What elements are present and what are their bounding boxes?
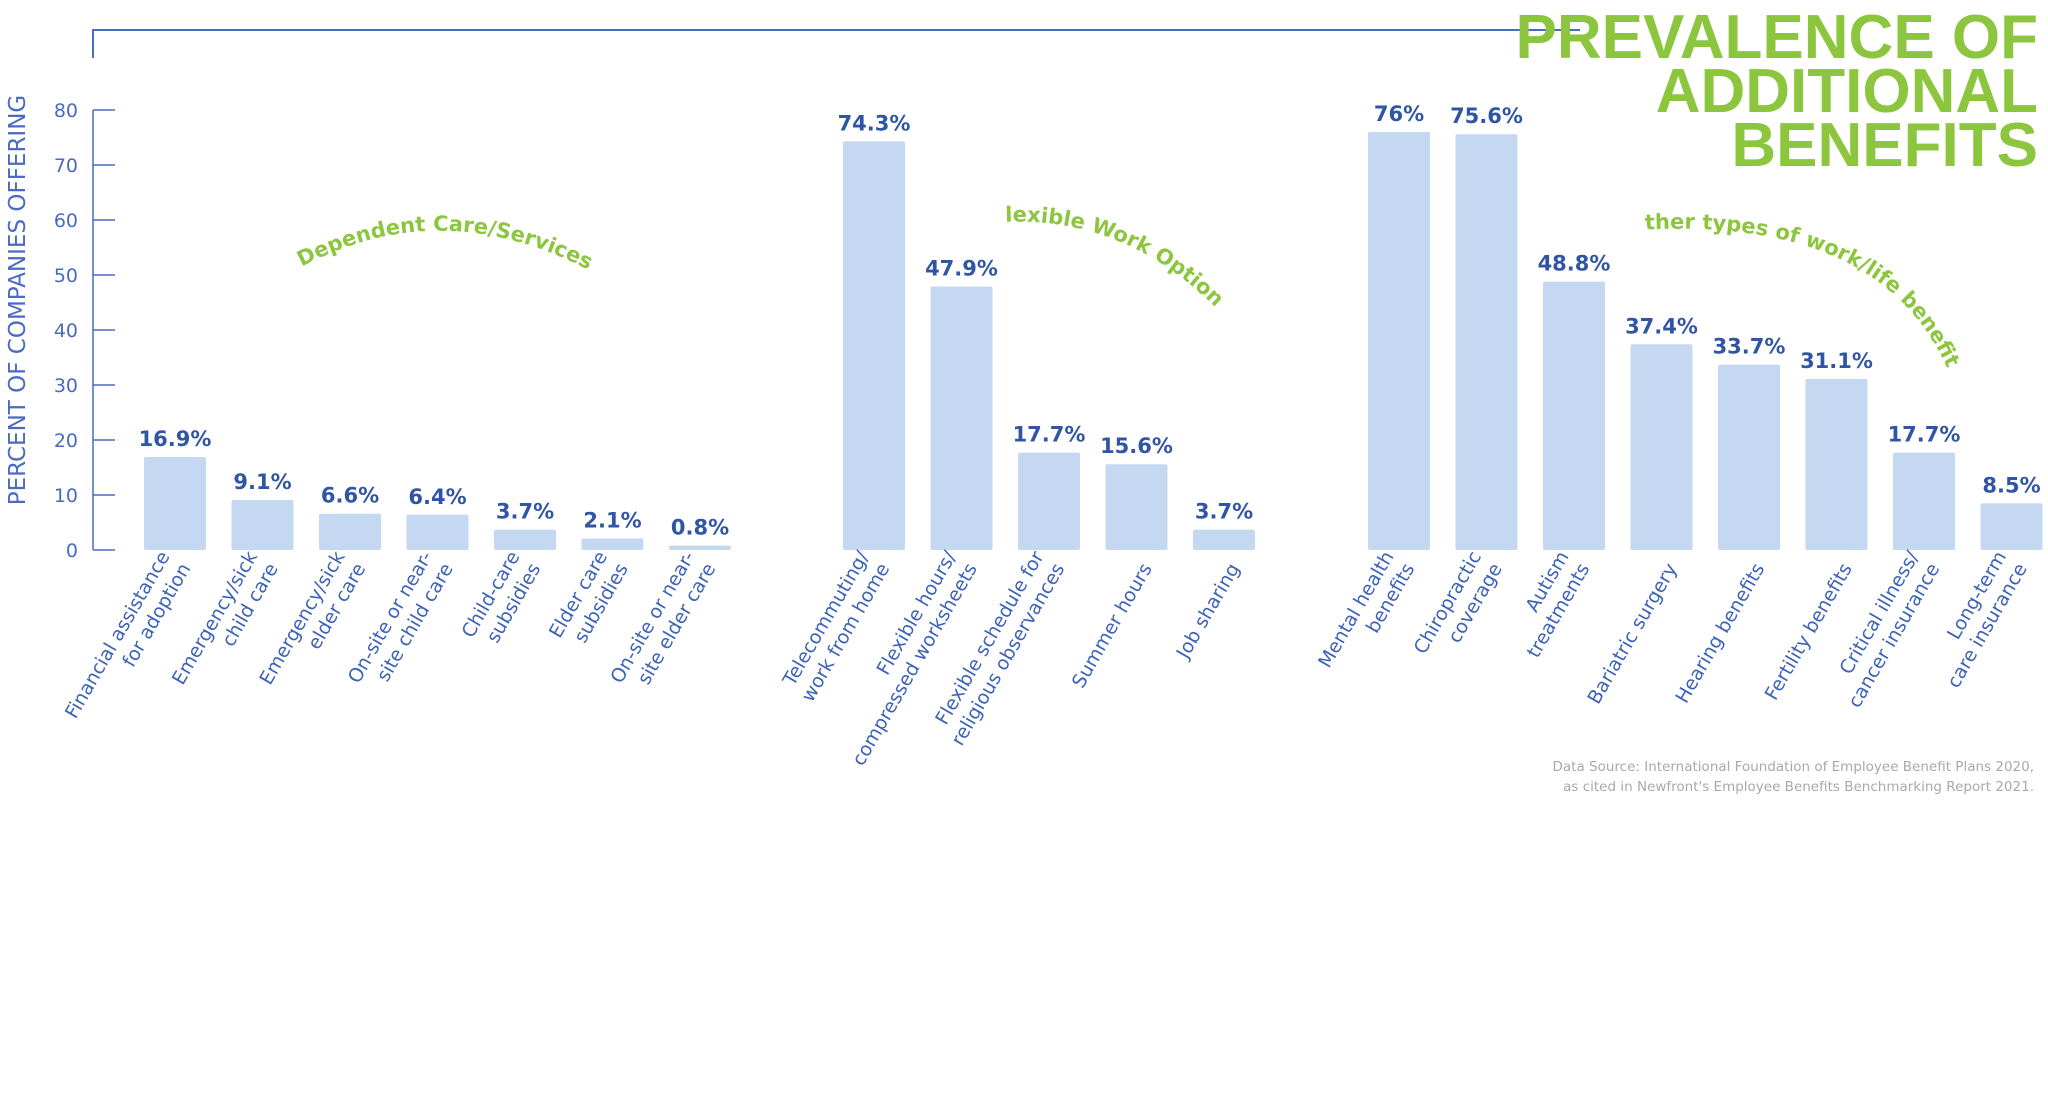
value-label: 17.7%: [1013, 423, 1086, 447]
category-label: Bariatric surgery: [1583, 560, 1681, 708]
y-tick-label: 0: [66, 540, 78, 562]
y-tick-label: 20: [54, 430, 78, 452]
value-label: 8.5%: [1982, 473, 2040, 497]
value-label: 15.6%: [1100, 434, 1173, 458]
category-label: Chiropracticcoverage: [1410, 548, 1507, 670]
y-tick-label: 40: [54, 320, 78, 342]
bar: [1543, 281, 1605, 550]
bar: [1193, 529, 1255, 550]
group-label: Dependent Care/Services: [293, 212, 597, 274]
bar: [930, 286, 993, 550]
chart-title-line-3: BENEFITS: [1731, 111, 2038, 180]
bar: [1630, 344, 1693, 550]
bar: [1455, 134, 1518, 550]
bar: [1105, 464, 1168, 550]
bar: [231, 499, 294, 550]
value-label: 74.3%: [838, 111, 911, 135]
y-tick-label: 10: [54, 485, 78, 507]
value-label: 16.9%: [139, 427, 212, 451]
bar: [1018, 452, 1080, 550]
value-label: 2.1%: [583, 508, 641, 532]
value-label: 76%: [1374, 102, 1424, 126]
value-label: 47.9%: [925, 257, 998, 281]
bar: [494, 529, 556, 550]
value-label: 6.4%: [408, 485, 466, 509]
value-label: 75.6%: [1450, 104, 1523, 128]
y-tick-label: 80: [54, 100, 78, 122]
bar: [144, 457, 206, 550]
data-source-line-1: Data Source: International Foundation of…: [1552, 759, 2035, 775]
group-label: Flexible Work Options: [0, 0, 1229, 311]
category-label: Mental healthbenefits: [1314, 548, 1419, 684]
category-label: Child-caresubsidies: [458, 548, 546, 654]
value-label: 31.1%: [1800, 349, 1873, 373]
value-label: 48.8%: [1538, 252, 1611, 276]
bar: [319, 513, 381, 550]
data-source-line-2: as cited in Newfront's Employee Benefits…: [1563, 779, 2034, 795]
value-label: 17.7%: [1888, 423, 1961, 447]
category-label: Telecommuting/work from home: [776, 547, 894, 706]
bars: 16.9% 9.1% 6.6% 6.4% 3.7% 2.1% 0.8% 74.3% 47.9% 1…: [139, 102, 2043, 550]
chart-title-line-1: PREVALENCE OF: [1515, 3, 2038, 72]
value-label: 3.7%: [496, 500, 554, 524]
value-label: 3.7%: [1195, 500, 1253, 524]
header-bracket-line: [92, 29, 1580, 58]
value-label: 37.4%: [1625, 314, 1698, 338]
y-tick-label: 60: [54, 210, 78, 232]
category-label: Autismtreatments: [1502, 548, 1594, 662]
y-axis: 0 10 20 30 40 50 60 70 80 PERCENT OF COMPANIES OF…: [5, 95, 115, 562]
bar: [843, 141, 905, 550]
y-tick-label: 30: [54, 375, 78, 397]
bar: [581, 538, 644, 550]
y-tick-label: 50: [54, 265, 78, 287]
bar: [1893, 452, 1955, 550]
chart-title-line-2: ADDITIONAL: [1655, 57, 2038, 126]
bar: [406, 514, 469, 550]
category-label: Hearing benefits: [1671, 560, 1769, 708]
category-labels: Financial assistancefor adoptionEmergenc…: [61, 547, 2032, 770]
bar: [669, 545, 731, 550]
category-label: Elder caresubsidies: [545, 548, 633, 654]
value-label: 0.8%: [671, 516, 729, 540]
bar: [1980, 503, 2043, 550]
bar: [1368, 132, 1430, 550]
y-axis-title: PERCENT OF COMPANIES OFFERING: [5, 95, 31, 506]
category-label: Fertility benefits: [1761, 560, 1857, 705]
value-label: 9.1%: [233, 470, 291, 494]
value-label: 6.6%: [321, 484, 379, 508]
category-label: Financial assistancefor adoption: [61, 548, 195, 735]
category-label: Summer hours: [1068, 560, 1157, 692]
bar: [1805, 378, 1868, 550]
y-tick-label: 70: [54, 155, 78, 177]
bar: [1718, 364, 1780, 550]
value-label: 33.7%: [1713, 335, 1786, 359]
category-label: Job sharing: [1172, 560, 1245, 664]
